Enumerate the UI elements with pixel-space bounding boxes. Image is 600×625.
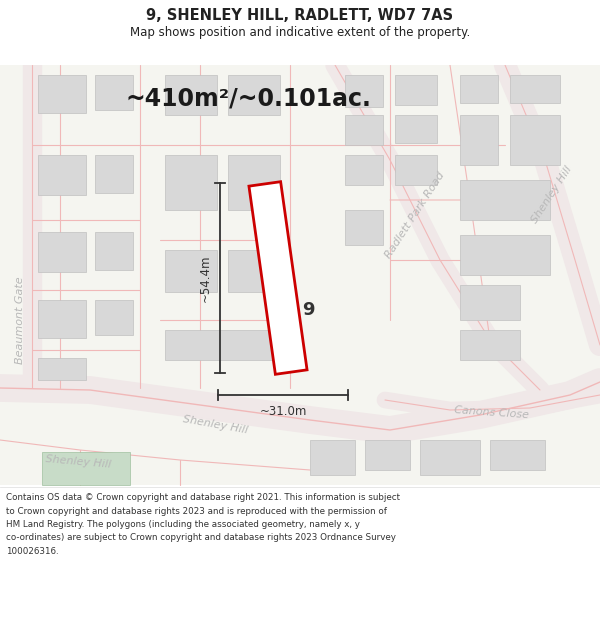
- Bar: [228, 250, 280, 292]
- Bar: [460, 235, 550, 275]
- Text: Shenley Hill: Shenley Hill: [45, 454, 111, 470]
- Text: HM Land Registry. The polygons (including the associated geometry, namely x, y: HM Land Registry. The polygons (includin…: [6, 520, 360, 529]
- Polygon shape: [249, 182, 307, 374]
- Bar: [460, 115, 498, 165]
- Bar: [460, 180, 550, 220]
- Text: Map shows position and indicative extent of the property.: Map shows position and indicative extent…: [130, 26, 470, 39]
- Bar: [345, 210, 383, 245]
- Bar: [0, 487, 600, 625]
- Bar: [460, 75, 498, 103]
- Bar: [95, 75, 133, 110]
- Text: Contains OS data © Crown copyright and database right 2021. This information is : Contains OS data © Crown copyright and d…: [6, 493, 400, 502]
- Bar: [345, 75, 383, 107]
- Bar: [165, 330, 280, 360]
- Bar: [395, 155, 437, 185]
- Bar: [95, 155, 133, 193]
- Bar: [228, 155, 280, 210]
- Bar: [0, 0, 600, 65]
- Bar: [165, 250, 217, 292]
- Text: 100026316.: 100026316.: [6, 547, 59, 556]
- Bar: [0, 55, 600, 485]
- Text: Shenley Hill: Shenley Hill: [530, 164, 574, 226]
- Bar: [95, 232, 133, 270]
- Bar: [38, 300, 86, 338]
- Bar: [165, 155, 217, 210]
- Text: 9: 9: [302, 301, 314, 319]
- Polygon shape: [42, 452, 130, 485]
- Bar: [460, 285, 520, 320]
- Bar: [345, 115, 383, 145]
- Bar: [310, 440, 355, 475]
- Bar: [38, 232, 86, 272]
- Text: Beaumont Gate: Beaumont Gate: [15, 276, 25, 364]
- Bar: [345, 155, 383, 185]
- Text: 9, SHENLEY HILL, RADLETT, WD7 7AS: 9, SHENLEY HILL, RADLETT, WD7 7AS: [146, 8, 454, 23]
- Bar: [38, 155, 86, 195]
- Bar: [490, 440, 545, 470]
- Bar: [228, 75, 280, 115]
- Bar: [420, 440, 480, 475]
- Bar: [510, 75, 560, 103]
- Bar: [460, 330, 520, 360]
- Text: Canons Close: Canons Close: [454, 406, 530, 421]
- Bar: [365, 440, 410, 470]
- Bar: [95, 300, 133, 335]
- Text: Radlett Park Road: Radlett Park Road: [383, 170, 446, 260]
- Text: ~410m²/~0.101ac.: ~410m²/~0.101ac.: [125, 86, 371, 110]
- Bar: [395, 75, 437, 105]
- Bar: [38, 75, 86, 113]
- Bar: [395, 115, 437, 143]
- Bar: [38, 358, 86, 380]
- Text: to Crown copyright and database rights 2023 and is reproduced with the permissio: to Crown copyright and database rights 2…: [6, 506, 387, 516]
- Bar: [510, 115, 560, 165]
- Bar: [165, 75, 217, 115]
- Text: Shenley Hill: Shenley Hill: [182, 414, 248, 436]
- Text: ~31.0m: ~31.0m: [259, 405, 307, 418]
- Text: co-ordinates) are subject to Crown copyright and database rights 2023 Ordnance S: co-ordinates) are subject to Crown copyr…: [6, 534, 396, 542]
- Text: ~54.4m: ~54.4m: [199, 254, 212, 302]
